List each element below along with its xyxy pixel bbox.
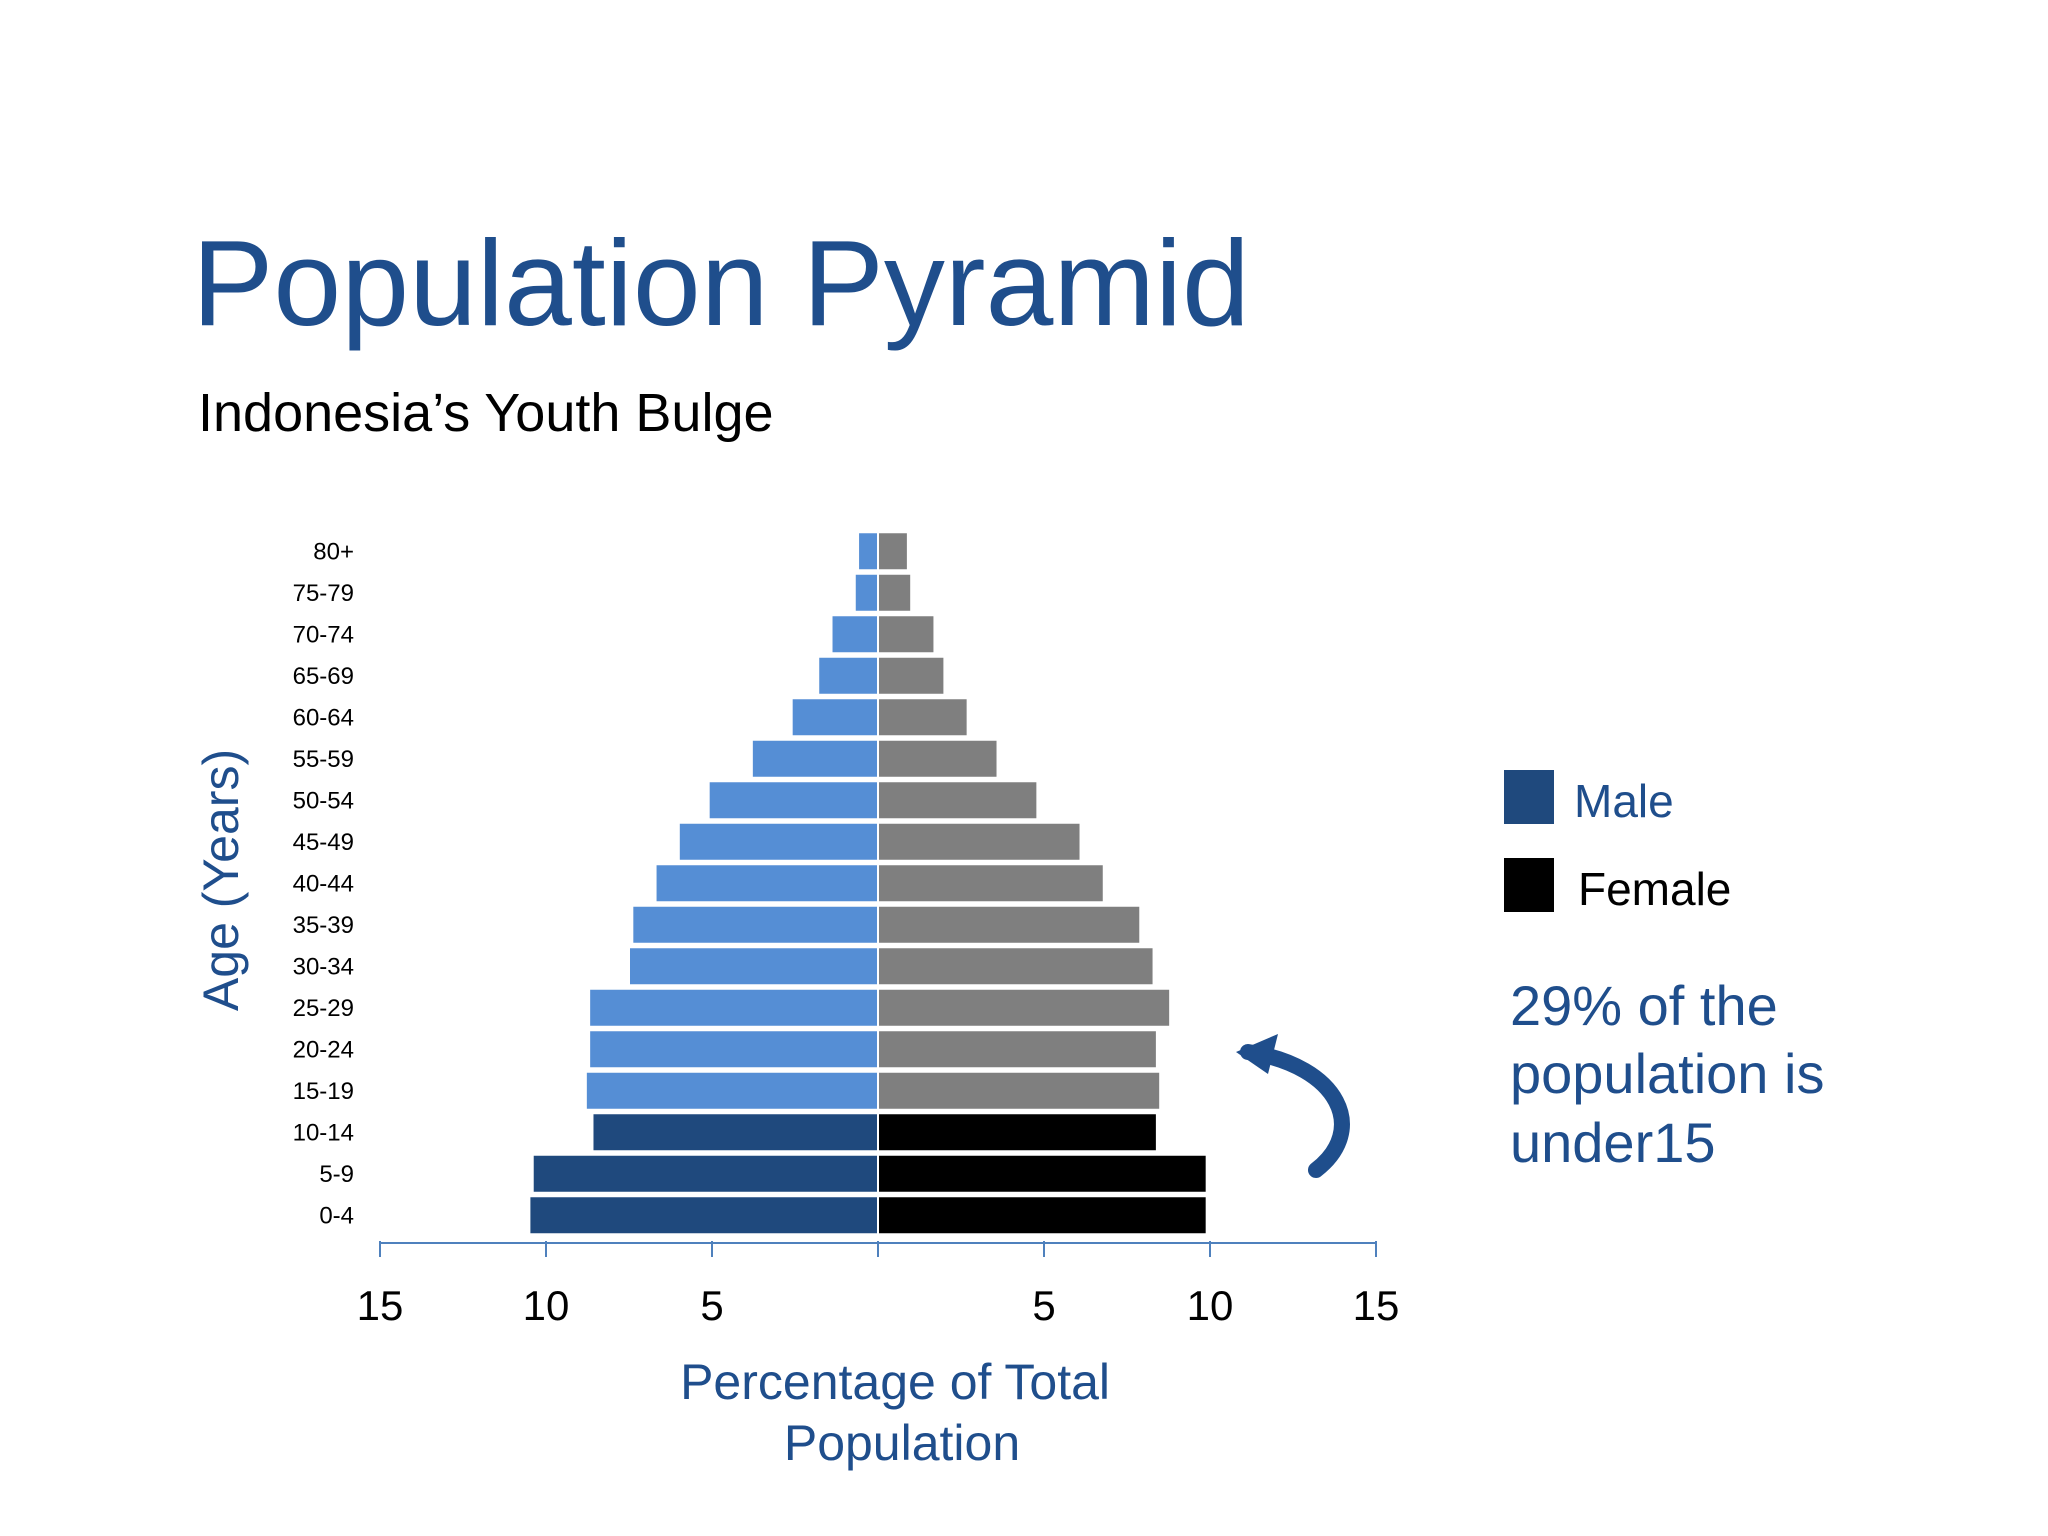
bar-female-45-49 — [877, 821, 1082, 862]
x-tick-label: 10 — [1187, 1282, 1234, 1329]
y-tick-label: 40-44 — [293, 870, 354, 897]
chart-bars — [528, 530, 1208, 1236]
bar-male-25-29 — [588, 987, 879, 1028]
bar-female-30-34 — [877, 946, 1155, 987]
y-tick-label: 70-74 — [293, 621, 354, 648]
y-tick-label: 20-24 — [293, 1036, 354, 1063]
bar-female-55-59 — [877, 738, 999, 779]
y-tick-label: 30-34 — [293, 953, 354, 980]
y-tick-label: 15-19 — [293, 1078, 354, 1105]
y-tick-label: 55-59 — [293, 746, 354, 773]
bar-female-60-64 — [877, 697, 969, 738]
legend-label-female: Female — [1578, 863, 1732, 915]
bar-female-40-44 — [877, 863, 1105, 904]
y-tick-label: 25-29 — [293, 995, 354, 1022]
under-15-note: 29% of the population is under15 — [1510, 974, 1825, 1174]
bar-female-80+ — [877, 531, 909, 572]
bar-female-50-54 — [877, 780, 1039, 821]
bar-male-45-49 — [677, 821, 879, 862]
bar-male-65-69 — [817, 655, 879, 696]
bar-male-20-24 — [588, 1029, 879, 1070]
bar-female-70-74 — [877, 614, 936, 655]
y-tick-label: 0-4 — [319, 1202, 354, 1229]
x-axis-label: Percentage of Total Population — [680, 1354, 1124, 1471]
y-tick-labels: 0-4 5-9 10-14 15-19 20-24 25-29 30-34 35-39 40-4… — [293, 538, 354, 1229]
bar-male-0-4 — [528, 1195, 880, 1236]
x-axis-label-line-2: Population — [784, 1415, 1020, 1471]
slide-title: Population Pyramid — [192, 215, 1250, 351]
bar-female-35-39 — [877, 904, 1142, 945]
bar-female-20-24 — [877, 1029, 1158, 1070]
bar-male-50-54 — [707, 780, 879, 821]
x-tick-labels: 15 10 5 5 10 15 — [357, 1282, 1400, 1329]
bar-male-55-59 — [750, 738, 880, 779]
y-tick-label: 65-69 — [293, 663, 354, 690]
y-tick-label: 10-14 — [293, 1119, 354, 1146]
legend-label-male: Male — [1574, 775, 1674, 827]
x-axis — [379, 1241, 1377, 1257]
x-axis-label-line-1: Percentage of Total — [680, 1354, 1110, 1410]
y-tick-label: 45-49 — [293, 829, 354, 856]
bar-male-15-19 — [584, 1070, 880, 1111]
slide-subtitle: Indonesia’s Youth Bulge — [198, 383, 774, 443]
legend-swatch-male — [1504, 770, 1554, 824]
bar-female-10-14 — [877, 1112, 1158, 1153]
legend-swatch-female — [1504, 858, 1554, 912]
y-tick-label: 35-39 — [293, 912, 354, 939]
y-tick-label: 60-64 — [293, 704, 354, 731]
x-tick-label: 15 — [1353, 1282, 1400, 1329]
y-tick-label: 75-79 — [293, 580, 354, 607]
x-tick-label: 5 — [1032, 1282, 1055, 1329]
bar-female-75-79 — [877, 572, 913, 613]
y-tick-label: 5-9 — [319, 1161, 354, 1188]
x-tick-label: 15 — [357, 1282, 404, 1329]
bar-male-60-64 — [790, 697, 879, 738]
bar-male-75-79 — [853, 572, 880, 613]
bar-female-0-4 — [877, 1195, 1208, 1236]
y-axis-label: Age (Years) — [193, 749, 249, 1011]
y-tick-label: 50-54 — [293, 787, 354, 814]
bar-male-30-34 — [628, 946, 879, 987]
y-tick-label: 80+ — [313, 538, 354, 565]
x-tick-label: 10 — [523, 1282, 570, 1329]
bar-male-35-39 — [631, 904, 879, 945]
bar-female-5-9 — [877, 1153, 1208, 1194]
curved-arrow-icon — [1236, 1034, 1350, 1178]
bar-male-80+ — [857, 531, 880, 572]
x-tick-label: 5 — [700, 1282, 723, 1329]
bar-male-5-9 — [531, 1153, 879, 1194]
bar-female-65-69 — [877, 655, 946, 696]
bar-female-15-19 — [877, 1070, 1162, 1111]
bar-male-40-44 — [654, 863, 879, 904]
bar-male-10-14 — [591, 1112, 879, 1153]
bar-female-25-29 — [877, 987, 1172, 1028]
bar-male-70-74 — [830, 614, 880, 655]
